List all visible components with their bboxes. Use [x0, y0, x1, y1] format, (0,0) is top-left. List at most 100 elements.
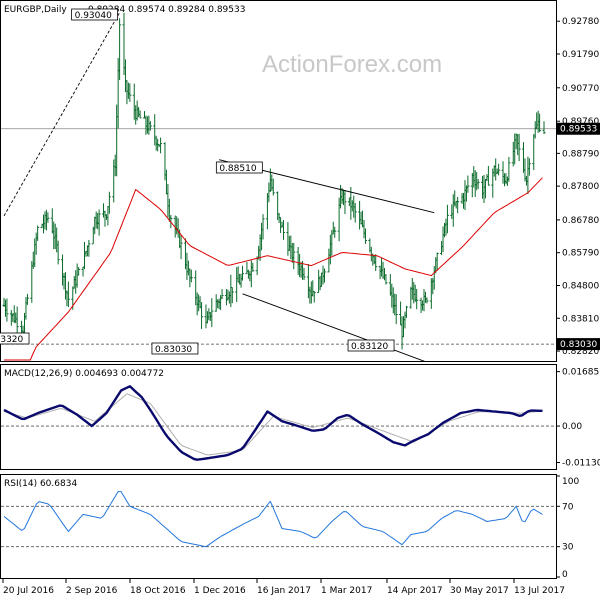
ohlc-bar: [394, 294, 398, 325]
price-annotation-label: 0.83030: [155, 345, 192, 355]
macd-y-tick-label: 0.016857: [562, 368, 600, 378]
ohlc-bar: [87, 239, 91, 257]
price-y-tick-label: 0.92780: [562, 17, 599, 27]
current-price-label: 0.89533: [560, 125, 597, 135]
ohlc-bar: [497, 163, 501, 176]
x-tick-label: 13 Jul 2017: [514, 586, 565, 596]
price-y-tick-label: 0.84800: [562, 281, 599, 291]
ohlc-bar: [271, 178, 275, 196]
ohlc-readout: 0.89284 0.89574 0.89284 0.89533: [88, 5, 245, 15]
price-title: EURGBP,Daily: [4, 5, 67, 15]
macd-y-tick-label: 0.00: [562, 422, 582, 432]
ohlc-bar: [282, 220, 286, 240]
ohlc-bar: [36, 225, 40, 241]
ohlc-bar: [230, 286, 234, 304]
ohlc-bar: [220, 289, 224, 300]
rsi-y-tick-label: 100: [562, 477, 579, 487]
x-tick-label: 2 Sep 2016: [66, 586, 118, 596]
ohlc-bar: [107, 191, 111, 214]
ohlc-bar: [292, 242, 296, 270]
ohlc-bar: [179, 235, 183, 260]
ohlc-bar: [486, 166, 490, 186]
price-annotation: 0.83320: [0, 332, 30, 345]
macd-line: [3, 385, 543, 461]
support-level-label: 0.83030: [560, 340, 597, 350]
x-tick-label: 20 Jul 2016: [3, 586, 54, 596]
ohlc-bar: [456, 196, 460, 214]
ohlc-bar: [343, 189, 347, 215]
ohlc-bar: [435, 252, 439, 271]
price-annotation-label: 0.83120: [351, 342, 388, 352]
x-tick-label: 16 Jan 2017: [257, 586, 311, 596]
ohlc-bar: [445, 204, 449, 234]
ohlc-bar: [148, 121, 152, 131]
ohlc-bar: [374, 254, 378, 272]
ohlc-bar: [138, 110, 142, 119]
macd-y-tick-label: -0.011306: [562, 459, 600, 469]
price-y-tick-label: 0.82820: [562, 347, 599, 357]
rsi-line: [3, 491, 543, 548]
ohlc-bar: [425, 297, 429, 304]
ohlc-bar: [66, 281, 70, 308]
trendline-1: [3, 12, 121, 217]
price-annotation: 0.83030: [151, 342, 199, 355]
ohlc-bar: [77, 267, 81, 276]
ohlc-bar: [56, 240, 60, 265]
trendline-3: [242, 293, 426, 363]
price-y-tick-label: 0.83810: [562, 314, 599, 324]
watermark: ActionForex.com: [262, 51, 442, 78]
ohlc-bar: [312, 290, 316, 303]
rsi-panel-frame: [0, 474, 557, 579]
ohlc-bar: [527, 158, 531, 176]
price-annotation-label: 0.83320: [0, 335, 24, 345]
rsi-y-tick-label: 30: [562, 543, 574, 553]
ohlc-bar: [128, 83, 132, 102]
ohlc-bar: [200, 302, 204, 329]
ohlc-bar: [97, 209, 101, 236]
x-tick-label: 1 Mar 2017: [321, 586, 372, 596]
ohlc-bar: [507, 156, 511, 182]
ohlc-bar: [189, 269, 193, 283]
support-level-badge: 0.83030: [557, 338, 600, 351]
rsi-title: RSI(14) 60.6834: [4, 479, 77, 489]
price-y-tick-label: 0.85790: [562, 249, 599, 259]
ohlc-bar: [476, 178, 480, 189]
current-price-badge: 0.89533: [557, 122, 600, 135]
price-y-tick-label: 0.91790: [562, 50, 599, 60]
ohlc-bar: [333, 226, 337, 238]
ohlc-bar: [322, 268, 326, 283]
ohlc-bar: [384, 274, 388, 285]
price-y-tick-label: 0.86780: [562, 216, 599, 226]
ohlc-bar: [25, 293, 29, 306]
ohlc-bar: [46, 212, 50, 223]
rsi-y-tick-label: 70: [562, 502, 574, 512]
price-annotation-label: 0.93040: [75, 11, 112, 21]
price-annotation: 0.83120: [347, 339, 395, 352]
ohlc-bar: [302, 267, 306, 281]
price-annotation-label: 0.88510: [219, 164, 256, 174]
ohlc-bar: [363, 228, 367, 244]
ohlc-bar: [353, 203, 357, 223]
x-tick-label: 1 Dec 2016: [194, 586, 246, 596]
macd-title: MACD(12,26,9) 0.004693 0.004772: [4, 369, 164, 379]
price-y-tick-label: 0.88790: [562, 149, 599, 159]
ohlc-bar: [159, 137, 163, 154]
ohlc-bar: [118, 18, 122, 81]
x-tick-label: 30 May 2017: [450, 586, 509, 596]
x-tick-label: 14 Apr 2017: [387, 586, 443, 596]
sma-line: [4, 177, 543, 361]
price-y-tick-label: 0.90770: [562, 84, 599, 94]
ohlc-bar: [241, 265, 245, 281]
ohlc-bar: [415, 288, 419, 310]
price-y-tick-label: 0.87800: [562, 182, 599, 192]
ohlc-bar: [466, 175, 470, 193]
price-annotation: 0.88510: [215, 161, 263, 174]
ohlc-bar: [538, 113, 542, 133]
ohlc-bar: [5, 298, 9, 322]
price-annotation: 0.93040: [71, 8, 119, 21]
ohlc-bar: [251, 262, 255, 272]
price-y-tick-label: 0.89760: [562, 117, 599, 127]
x-tick-label: 18 Oct 2016: [130, 586, 186, 596]
ohlc-bar: [210, 298, 214, 328]
